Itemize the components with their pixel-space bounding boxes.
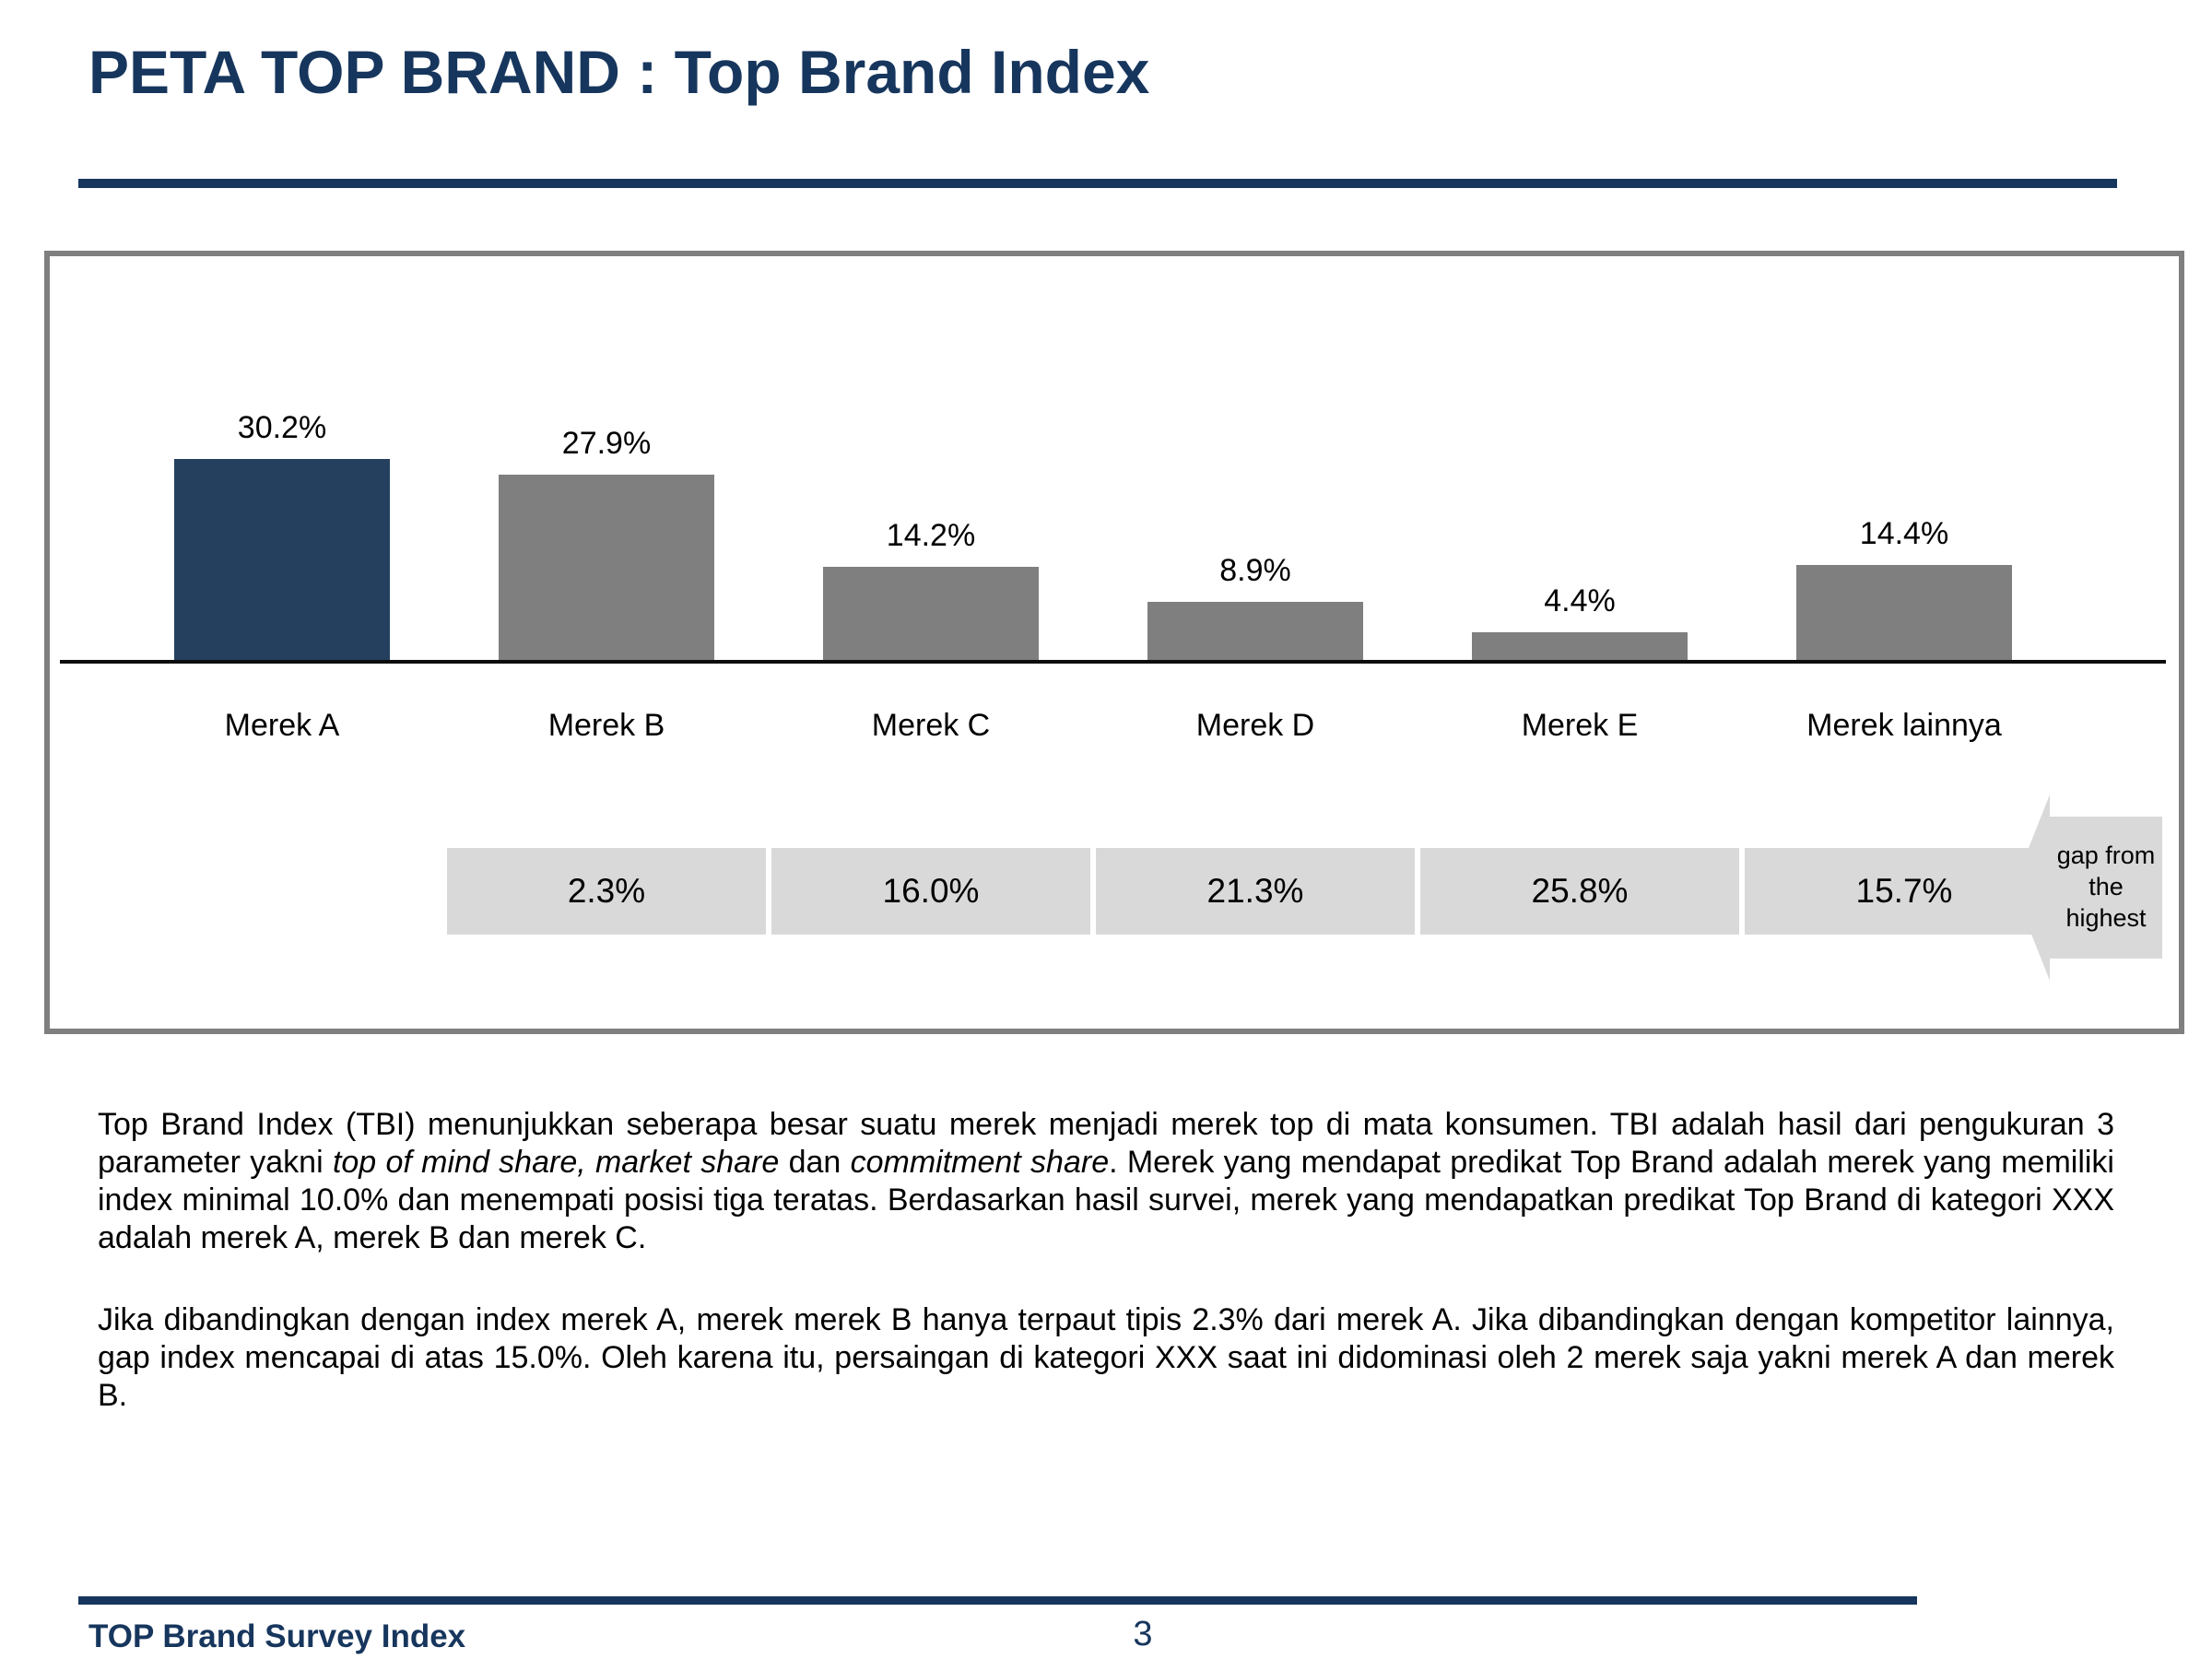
bar-merek-a (174, 459, 390, 662)
bar-value-label: 27.9% (561, 426, 652, 461)
category-label-merek-lainnya: Merek lainnya (1806, 708, 2002, 743)
body-paragraph-1: Top Brand Index (TBI) menunjukkan sebera… (98, 1106, 2114, 1257)
paragraph1-italic-segment: commitment share (850, 1145, 1110, 1180)
bar-column-merek-a: 30.2% (120, 410, 444, 662)
footer-label: TOP Brand Survey Index (88, 1618, 466, 1654)
bar-merek-b (499, 475, 714, 662)
bar-merek-lainnya (1796, 565, 2012, 662)
bar-column-merek-c: 14.2% (769, 518, 1093, 662)
category-label-merek-c: Merek C (871, 708, 991, 743)
category-label-row: Merek A Merek B Merek C Merek D Merek E Merek… (120, 708, 2066, 744)
footer-rule (78, 1596, 1917, 1605)
gap-cell-merek-d: 21.3% (1096, 848, 1415, 935)
chart-frame: 30.2% 27.9% 14.2% 8.9% 4.4% 14.4% Merek A Mere… (44, 251, 2184, 1034)
gap-cell-merek-lainnya: 15.7% (1745, 848, 2064, 935)
page-number: 3 (1133, 1615, 1153, 1653)
bar-value-label: 4.4% (1544, 583, 1616, 618)
bar-merek-c (823, 567, 1039, 662)
category-label-merek-d: Merek D (1195, 708, 1315, 743)
title-underline (78, 179, 2117, 188)
body-paragraph-2: Jika dibandingkan dengan index merek A, … (98, 1302, 2114, 1413)
category-label-merek-a: Merek A (224, 708, 340, 743)
page-title: PETA TOP BRAND : Top Brand Index (88, 38, 1150, 106)
bar-value-label: 14.4% (1859, 516, 1949, 551)
bar-column-merek-b: 27.9% (444, 426, 769, 662)
category-label-merek-e: Merek E (1521, 708, 1639, 743)
paragraph1-segment: . Merek yang mendapat predikat Top Brand… (98, 1145, 2114, 1255)
paragraph1-italic-segment: top of mind share, market share (332, 1145, 780, 1180)
bar-value-label: 8.9% (1219, 553, 1291, 588)
gap-cell-merek-e: 25.8% (1420, 848, 1739, 935)
paragraph1-segment: Top Brand Index (TBI) menunjukkan sebera… (98, 1107, 2114, 1180)
bar-chart: 30.2% 27.9% 14.2% 8.9% 4.4% 14.4% (120, 385, 2066, 662)
bar-column-merek-lainnya: 14.4% (1742, 516, 2066, 662)
bar-merek-e (1472, 632, 1688, 662)
category-label-merek-b: Merek B (547, 708, 665, 743)
gap-arrow: gap from the highest (2013, 794, 2162, 981)
gap-from-highest-row: 2.3% 16.0% 21.3% 25.8% 15.7% (120, 848, 2066, 935)
gap-cell-spacer (123, 848, 441, 935)
bar-column-merek-d: 8.9% (1093, 553, 1418, 662)
gap-arrow-label: gap from the highest (2056, 841, 2156, 932)
bar-value-label: 30.2% (237, 410, 327, 445)
paragraph1-segment: dan (779, 1145, 851, 1180)
bar-column-merek-e: 4.4% (1418, 583, 1742, 662)
bar-value-label: 14.2% (886, 518, 976, 553)
bar-merek-d (1147, 602, 1363, 662)
gap-cell-merek-b: 2.3% (447, 848, 766, 935)
x-axis-line (60, 660, 2166, 664)
left-block-arrow-icon (2013, 794, 2162, 981)
gap-cell-merek-c: 16.0% (771, 848, 1090, 935)
